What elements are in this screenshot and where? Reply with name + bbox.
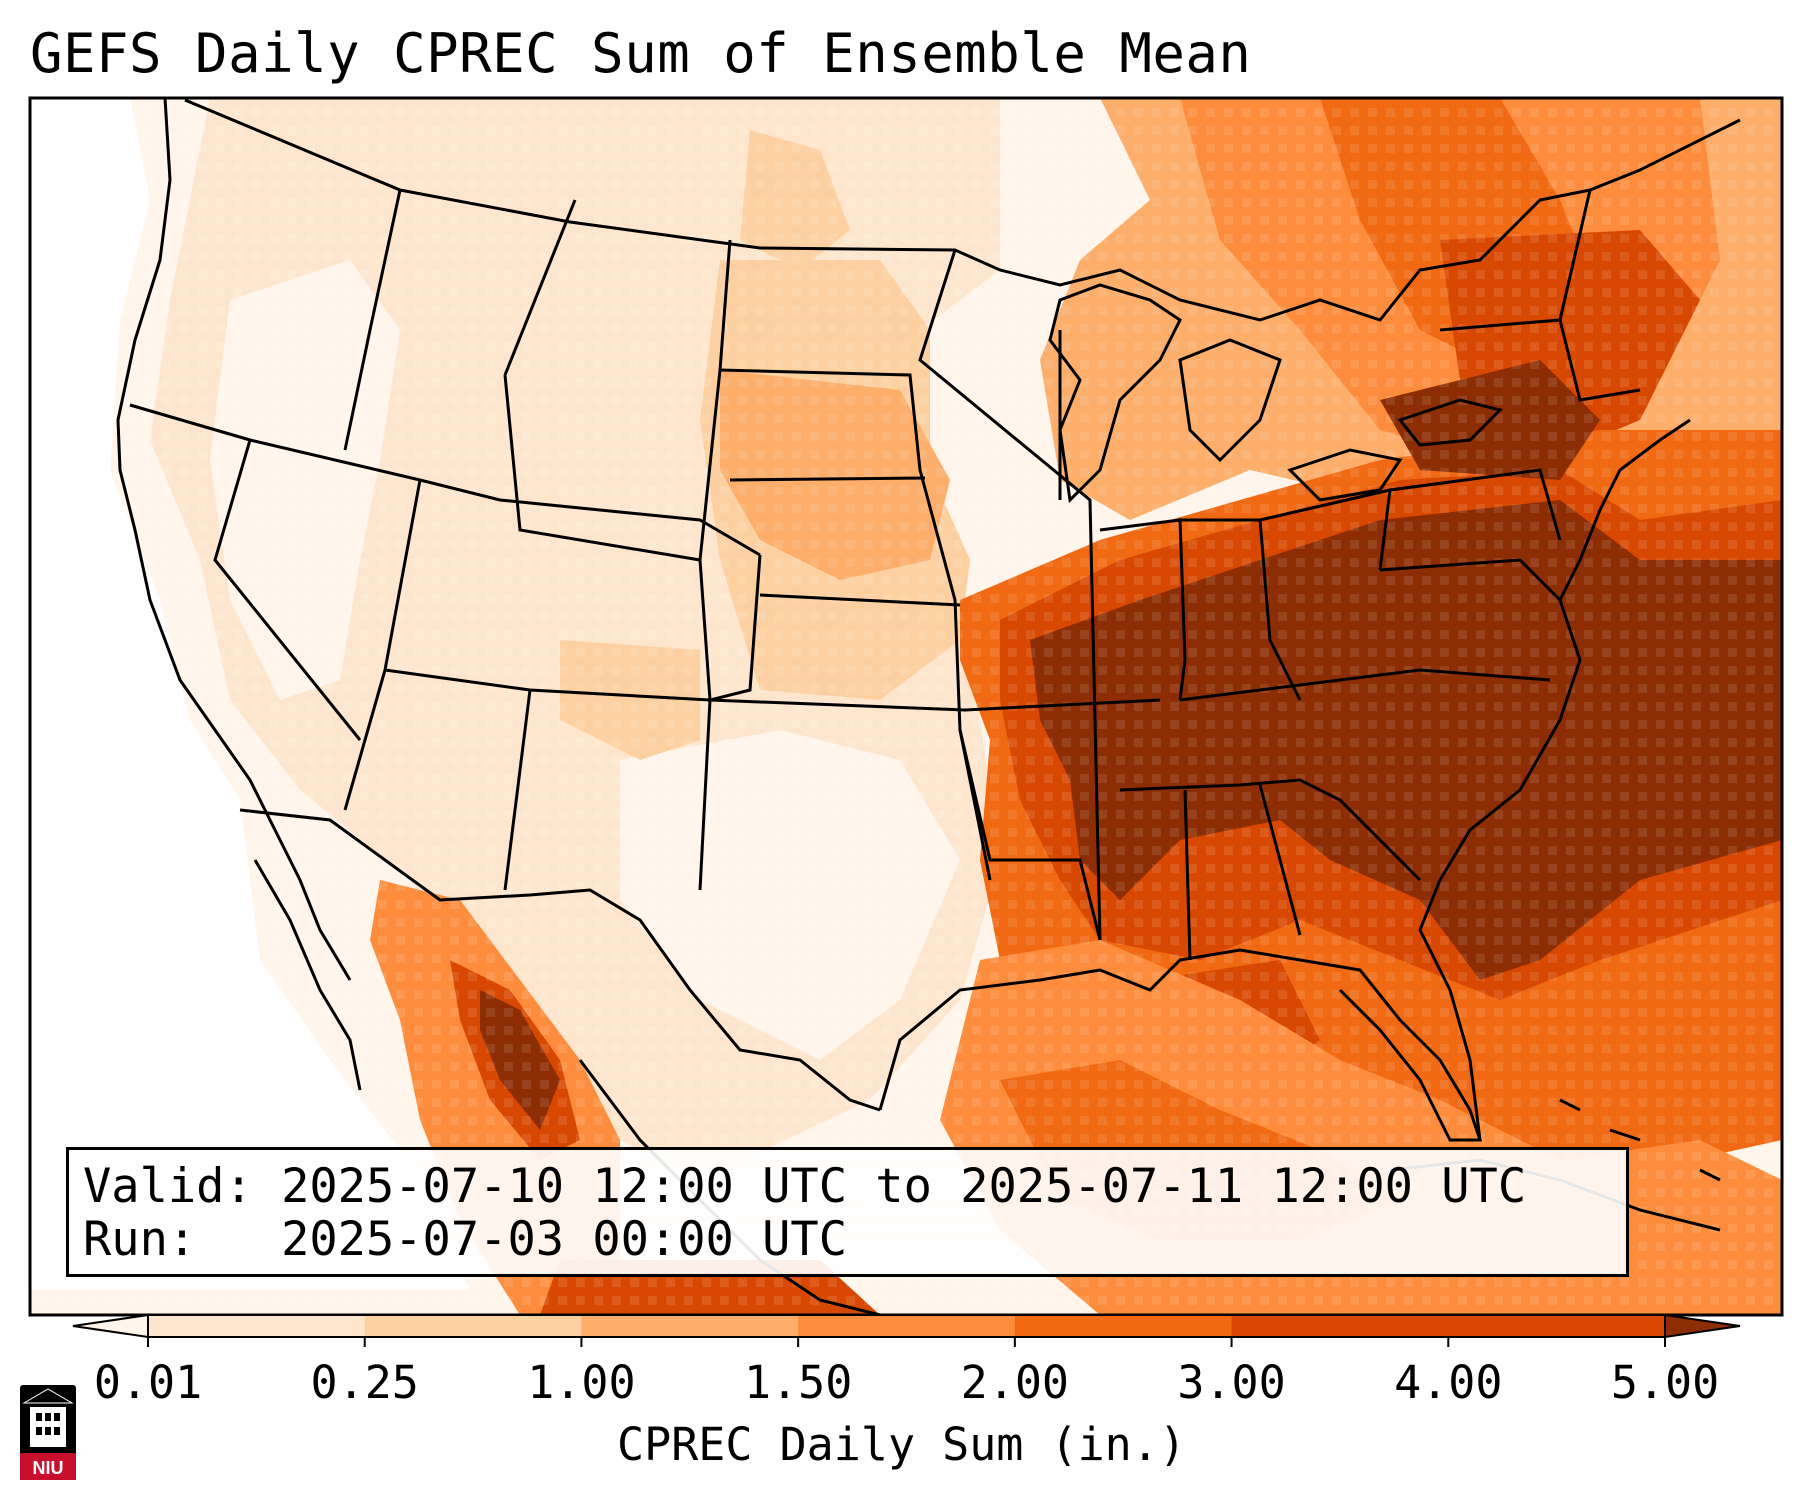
colorbar-tick-label: 1.00 bbox=[527, 1356, 636, 1409]
colorbar-tick-label: 4.00 bbox=[1394, 1356, 1503, 1409]
logo-text: NIU bbox=[33, 1458, 64, 1478]
colorbar-segment bbox=[581, 1315, 799, 1337]
colorbar-segment bbox=[1231, 1315, 1449, 1337]
colorbar-segment bbox=[798, 1315, 1016, 1337]
niu-logo: NIU bbox=[20, 1385, 76, 1480]
colorbar-tick-label: 3.00 bbox=[1177, 1356, 1286, 1409]
colorbar-extend-min bbox=[72, 1313, 149, 1339]
colorbar-segment bbox=[1448, 1315, 1665, 1337]
colorbar-tick-label: 0.25 bbox=[310, 1356, 419, 1409]
valid-info-box: Valid: 2025-07-10 12:00 UTC to 2025-07-1… bbox=[66, 1147, 1629, 1277]
colorbar-segment bbox=[1014, 1315, 1233, 1337]
colorbar-tick-label: 0.01 bbox=[93, 1356, 203, 1409]
colorbar-tick-label: 2.00 bbox=[960, 1356, 1070, 1409]
colorbar-tick-label: 1.50 bbox=[743, 1356, 853, 1409]
colorbar-segment bbox=[364, 1315, 582, 1337]
valid-time: Valid: 2025-07-10 12:00 UTC to 2025-07-1… bbox=[83, 1159, 1527, 1214]
colorbar-tick-label: 5.00 bbox=[1610, 1356, 1720, 1409]
colorbar-extend-max bbox=[1664, 1313, 1741, 1339]
map-title: GEFS Daily CPREC Sum of Ensemble Mean bbox=[30, 22, 1252, 85]
run-time: Run: 2025-07-03 00:00 UTC bbox=[83, 1212, 848, 1267]
colorbar-outline bbox=[147, 1314, 1666, 1338]
logo-band bbox=[20, 1453, 76, 1480]
colorbar-segment bbox=[148, 1315, 366, 1337]
colorbar-label: CPREC Daily Sum (in.) bbox=[617, 1418, 1186, 1471]
colorbar bbox=[72, 1313, 1741, 1347]
